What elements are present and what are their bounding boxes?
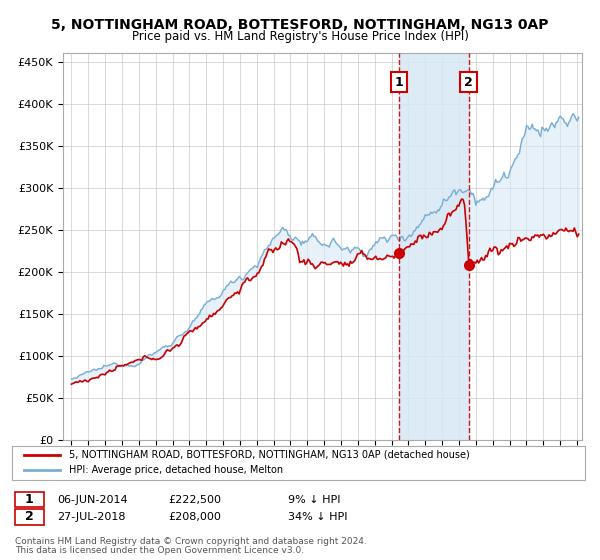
Text: 1: 1 bbox=[25, 493, 34, 506]
Text: 5, NOTTINGHAM ROAD, BOTTESFORD, NOTTINGHAM, NG13 0AP: 5, NOTTINGHAM ROAD, BOTTESFORD, NOTTINGH… bbox=[51, 18, 549, 32]
Text: Price paid vs. HM Land Registry's House Price Index (HPI): Price paid vs. HM Land Registry's House … bbox=[131, 30, 469, 43]
Text: 06-JUN-2014: 06-JUN-2014 bbox=[57, 494, 128, 505]
Text: £208,000: £208,000 bbox=[168, 512, 221, 522]
Text: This data is licensed under the Open Government Licence v3.0.: This data is licensed under the Open Gov… bbox=[15, 546, 304, 555]
Text: £222,500: £222,500 bbox=[168, 494, 221, 505]
Text: 9% ↓ HPI: 9% ↓ HPI bbox=[288, 494, 341, 505]
Text: 2: 2 bbox=[464, 76, 473, 88]
Text: 27-JUL-2018: 27-JUL-2018 bbox=[57, 512, 125, 522]
Text: HPI: Average price, detached house, Melton: HPI: Average price, detached house, Melt… bbox=[69, 465, 283, 475]
Text: 34% ↓ HPI: 34% ↓ HPI bbox=[288, 512, 347, 522]
Bar bbox=[398, 53, 469, 440]
Text: Contains HM Land Registry data © Crown copyright and database right 2024.: Contains HM Land Registry data © Crown c… bbox=[15, 537, 367, 546]
Text: 5, NOTTINGHAM ROAD, BOTTESFORD, NOTTINGHAM, NG13 0AP (detached house): 5, NOTTINGHAM ROAD, BOTTESFORD, NOTTINGH… bbox=[69, 450, 470, 460]
Text: 2: 2 bbox=[25, 510, 34, 524]
Text: 1: 1 bbox=[394, 76, 403, 88]
